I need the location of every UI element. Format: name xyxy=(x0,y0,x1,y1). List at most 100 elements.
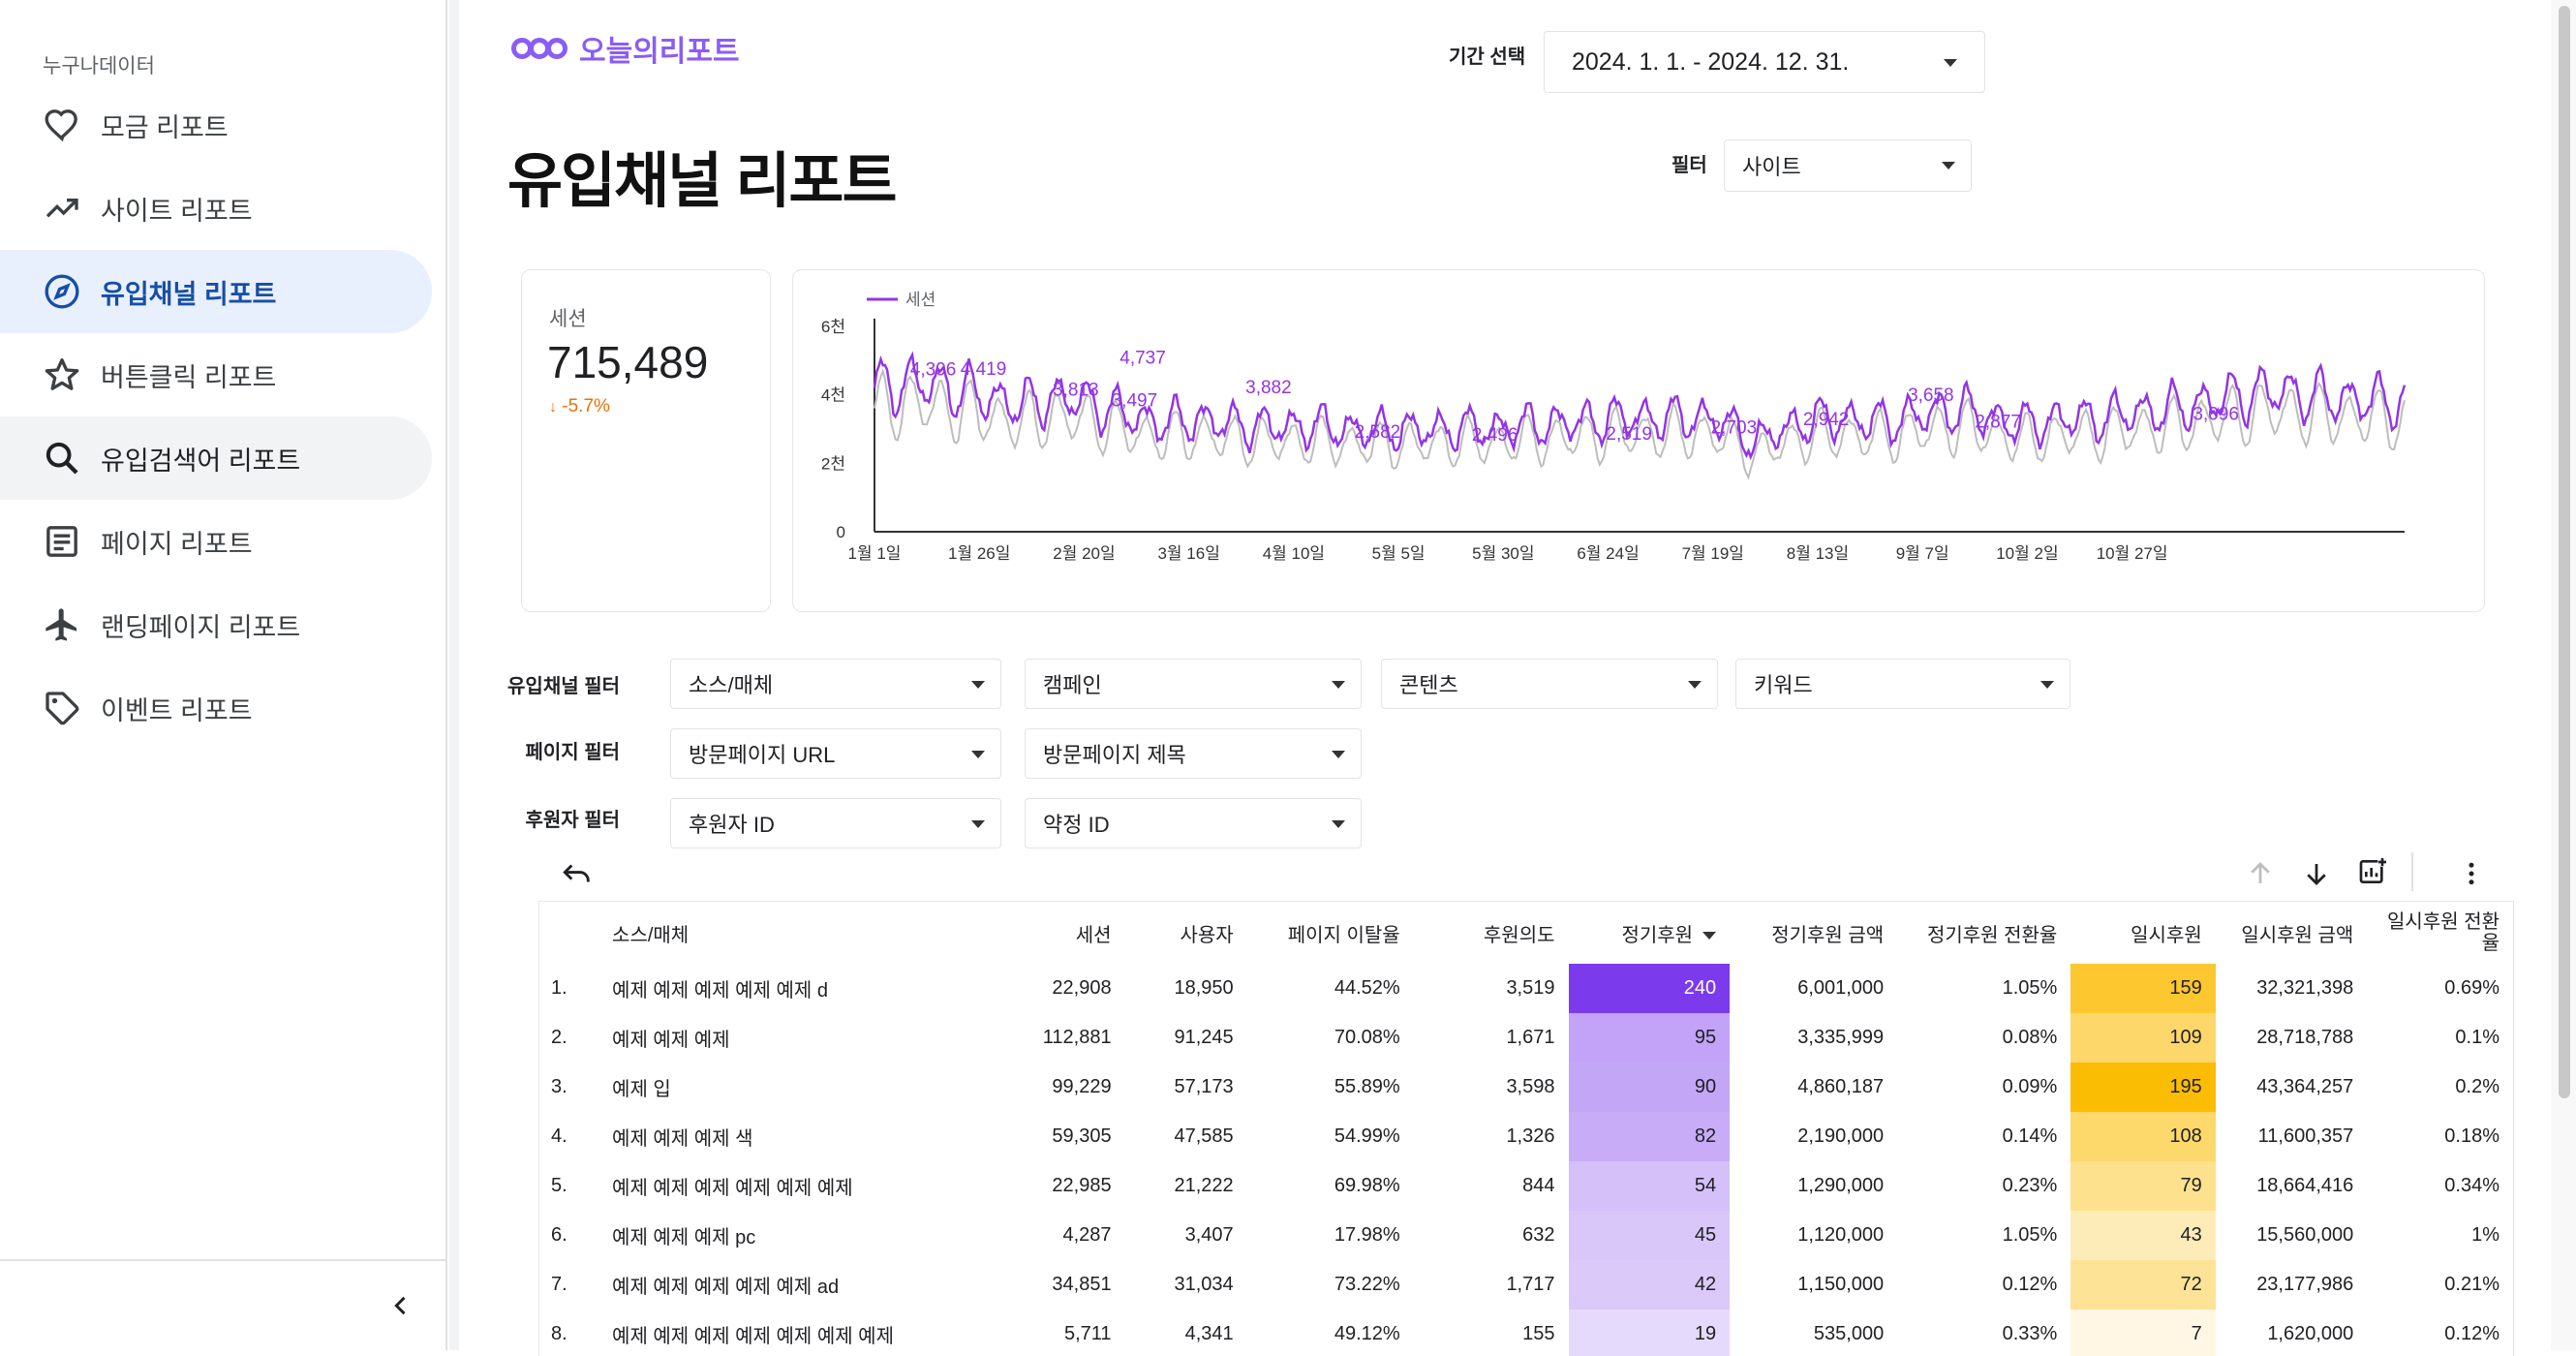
series-line-sessions xyxy=(873,351,2407,461)
table-cell: 1,150,000 xyxy=(1797,1274,1885,1295)
sidebar-divider xyxy=(0,1259,447,1261)
table-row[interactable]: 8. 예제 예제 예제 예제 예제 예제 예제 5,711 4,341 49.12% 15… xyxy=(539,1310,2513,1356)
table-cell: 0.23% xyxy=(2002,1175,2058,1196)
heart-icon xyxy=(45,109,77,142)
table-cell: 99,229 xyxy=(1052,1076,1112,1097)
filter-campaign[interactable]: 캠페인 xyxy=(1025,659,1362,709)
table-row[interactable]: 6. 예제 예제 예제 pc 4,287 3,407 17.98% 632 45 1,120,… xyxy=(539,1211,2513,1260)
filter-pledge-id[interactable]: 약정 ID xyxy=(1025,798,1362,848)
x-tick-label: 10월 27일 xyxy=(2097,544,2168,563)
column-header[interactable]: 정기후원 전환율 xyxy=(1926,924,2058,946)
data-label: 3,882 xyxy=(1245,378,1292,398)
column-header[interactable]: 일시후원 금액 xyxy=(2241,924,2354,946)
table-cell: 0.34% xyxy=(2444,1175,2499,1196)
chart-settings-button[interactable] xyxy=(2353,852,2392,891)
logo-mark-icon xyxy=(511,38,567,59)
row-index: 3. xyxy=(551,1076,567,1097)
scorecard-value: 715,489 xyxy=(547,337,709,387)
more-vert-icon xyxy=(2469,862,2474,885)
source-medium-cell: 예제 예제 예제 예제 예제 예제 xyxy=(612,1178,853,1199)
table-row[interactable]: 3. 예제 입 99,229 57,173 55.89% 3,598 90 4,860,187… xyxy=(539,1063,2513,1112)
row-index: 1. xyxy=(551,977,567,999)
filter-landing-url[interactable]: 방문페이지 URL xyxy=(670,728,1001,779)
more-options-button[interactable] xyxy=(2452,854,2491,893)
arrow-up-icon xyxy=(2251,862,2270,883)
sort-descending-icon xyxy=(1702,932,1717,940)
column-header[interactable]: 세션 xyxy=(1075,924,1112,946)
column-header[interactable]: 사용자 xyxy=(1180,924,1234,946)
table-cell: 159 xyxy=(2070,964,2216,1013)
sidebar-item-landing[interactable]: 랜딩페이지 리포트 xyxy=(0,583,432,666)
page-scrollbar-thumb[interactable] xyxy=(2559,6,2570,1098)
table-row[interactable]: 4. 예제 예제 예제 색 59,305 47,585 54.99% 1,326 82 2,1… xyxy=(539,1112,2513,1161)
table-cell: 73.22% xyxy=(1334,1274,1400,1295)
search-icon xyxy=(46,442,78,475)
filter-donor-id[interactable]: 후원자 ID xyxy=(670,798,1001,848)
column-header[interactable]: 후원의도 xyxy=(1483,924,1555,946)
table-cell: 1.05% xyxy=(2002,1224,2058,1246)
sort-ascending-button[interactable] xyxy=(2241,854,2280,893)
x-tick-label: 9월 7일 xyxy=(1896,544,1949,563)
row-index: 5. xyxy=(551,1175,567,1196)
sidebar-item-button-click[interactable]: 버튼클릭 리포트 xyxy=(0,333,432,416)
column-header[interactable]: 소스/매체 xyxy=(612,924,690,946)
sidebar-item-event[interactable]: 이벤트 리포트 xyxy=(0,666,432,750)
table-row[interactable]: 1. 예제 예제 예제 예제 예제 d 22,908 18,950 44.52% 3,51… xyxy=(539,964,2513,1013)
table-cell: 0.12% xyxy=(2444,1323,2499,1344)
table-cell: 3,598 xyxy=(1506,1076,1555,1097)
sidebar-item-label: 모금 리포트 xyxy=(101,112,229,142)
filter-value: 소스/매체 xyxy=(689,673,774,697)
sidebar-item-channel[interactable]: 유입채널 리포트 xyxy=(0,250,432,333)
chevron-down-icon xyxy=(1942,162,1955,170)
column-header[interactable]: 일시후원 xyxy=(2131,924,2202,946)
filter-landing-title[interactable]: 방문페이지 제목 xyxy=(1025,728,1362,779)
table-cell: 535,000 xyxy=(1813,1323,1885,1344)
sidebar-gutter xyxy=(449,0,459,1350)
column-header[interactable]: 일시후원 전환율 xyxy=(2367,902,2513,964)
data-label: 2,496 xyxy=(1472,425,1518,446)
scorecard-delta-value: -5.7% xyxy=(562,396,610,416)
filter-source-medium[interactable]: 소스/매체 xyxy=(670,659,1001,709)
table-cell: 49.12% xyxy=(1334,1323,1400,1344)
table-cell: 0.33% xyxy=(2002,1323,2058,1344)
table-cell: 45 xyxy=(1568,1211,1731,1260)
x-tick-label: 1월 1일 xyxy=(848,544,902,563)
table-cell: 3,519 xyxy=(1506,977,1555,999)
sidebar-item-page[interactable]: 페이지 리포트 xyxy=(0,500,432,583)
column-header-index xyxy=(539,902,598,964)
table-row[interactable]: 2. 예제 예제 예제 112,881 91,245 70.08% 1,671 95 3,33… xyxy=(539,1013,2513,1063)
table-cell: 42 xyxy=(1568,1260,1731,1310)
column-header-sorted[interactable]: 정기후원 xyxy=(1569,902,1731,964)
chevron-down-icon xyxy=(971,681,985,689)
table-cell: 59,305 xyxy=(1052,1125,1112,1147)
sidebar-item-fundraising[interactable]: 모금 리포트 xyxy=(0,83,432,167)
x-tick-label: 10월 2일 xyxy=(1996,544,2058,563)
column-header[interactable]: 정기후원 금액 xyxy=(1771,924,1885,946)
data-label: 4,396 xyxy=(910,360,957,381)
table-cell: 5,711 xyxy=(1063,1323,1112,1344)
collapse-sidebar-button[interactable] xyxy=(380,1284,422,1327)
sort-descending-button[interactable] xyxy=(2297,854,2336,893)
date-range-picker[interactable]: 2024. 1. 1. - 2024. 12. 31. xyxy=(1544,31,1985,93)
chevron-down-icon xyxy=(1332,751,1345,758)
airplane-icon xyxy=(46,608,77,641)
y-tick-label: 4천 xyxy=(821,386,845,405)
table-row[interactable]: 7. 예제 예제 예제 예제 예제 ad 34,851 31,034 73.22% 1,7… xyxy=(539,1260,2513,1310)
reset-button[interactable] xyxy=(558,854,597,893)
legend-label: 세션 xyxy=(905,291,935,309)
sidebar-item-site[interactable]: 사이트 리포트 xyxy=(0,167,432,250)
table-cell: 57,173 xyxy=(1174,1076,1234,1097)
table-cell: 3,335,999 xyxy=(1797,1027,1885,1048)
chevron-down-icon xyxy=(971,751,985,758)
table-row[interactable]: 5. 예제 예제 예제 예제 예제 예제 22,985 21,222 69.98% 844… xyxy=(539,1161,2513,1211)
site-filter-select[interactable]: 사이트 xyxy=(1724,139,1972,192)
source-medium-cell: 예제 예제 예제 xyxy=(612,1030,730,1051)
column-header[interactable]: 페이지 이탈율 xyxy=(1287,924,1400,946)
filter-keyword[interactable]: 키워드 xyxy=(1735,659,2070,709)
table-cell: 54 xyxy=(1568,1161,1731,1211)
table-cell: 4,287 xyxy=(1062,1224,1112,1246)
data-label: 3,813 xyxy=(1053,380,1099,400)
filter-content[interactable]: 콘텐츠 xyxy=(1381,659,1718,709)
sidebar-item-label: 유입채널 리포트 xyxy=(101,279,277,309)
sidebar-item-search-keyword[interactable]: 유입검색어 리포트 xyxy=(0,416,432,500)
